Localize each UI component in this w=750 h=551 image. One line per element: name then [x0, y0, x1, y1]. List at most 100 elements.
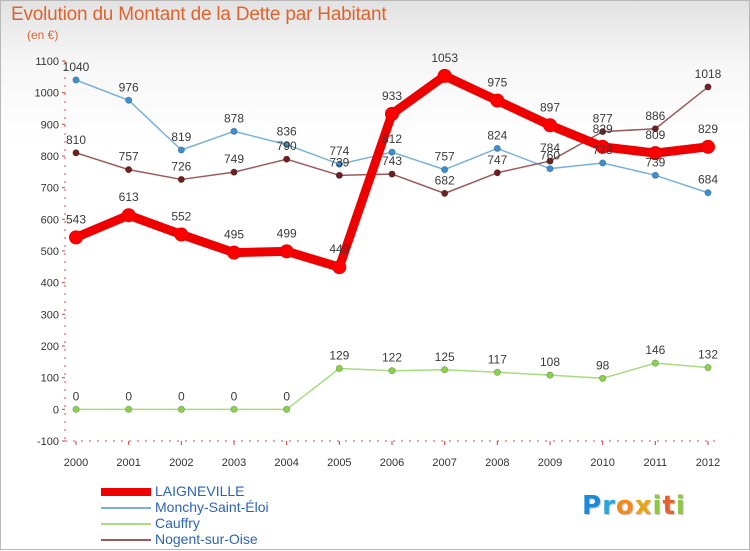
legend-label: Monchy-Saint-Éloi [155, 499, 269, 515]
legend-item-nogent-sur-oise[interactable]: Nogent-sur-Oise [101, 531, 269, 547]
data-point-nogent-sur-oise[interactable] [599, 128, 607, 136]
data-point-monchy-saint-eloi[interactable] [493, 144, 501, 152]
legend-swatch [101, 507, 151, 509]
data-point-monchy-saint-eloi[interactable] [125, 96, 133, 104]
data-label-cauffry: 146 [645, 343, 665, 357]
data-point-laigneville[interactable] [174, 227, 189, 242]
data-point-cauffry[interactable] [125, 405, 133, 413]
data-point-laigneville[interactable] [69, 230, 83, 245]
legend-item-monchy-saint-eloi[interactable]: Monchy-Saint-Éloi [101, 499, 269, 515]
data-label-nogent-sur-oise: 877 [593, 112, 613, 126]
data-label-cauffry: 122 [382, 351, 402, 365]
data-point-monchy-saint-eloi[interactable] [335, 160, 343, 168]
data-point-cauffry[interactable] [230, 405, 238, 413]
x-tick-label: 2001 [116, 457, 140, 469]
data-point-monchy-saint-eloi[interactable] [230, 127, 238, 135]
logo-letter: i [652, 491, 663, 521]
data-point-cauffry[interactable] [388, 367, 396, 375]
data-label-nogent-sur-oise: 747 [487, 153, 507, 167]
data-point-cauffry[interactable] [335, 364, 343, 373]
data-label-monchy-saint-eloi: 836 [277, 125, 297, 139]
y-tick-label: 200 [41, 341, 59, 353]
data-point-nogent-sur-oise[interactable] [441, 189, 449, 197]
y-tick-label: 1100 [35, 56, 59, 68]
data-label-nogent-sur-oise: 790 [277, 139, 297, 153]
data-point-monchy-saint-eloi[interactable] [441, 166, 449, 174]
y-tick-label: 1000 [35, 88, 59, 100]
data-point-laigneville[interactable] [227, 245, 241, 260]
data-point-nogent-sur-oise[interactable] [230, 168, 238, 176]
x-tick-label: 2009 [538, 457, 562, 469]
data-point-cauffry[interactable] [546, 371, 554, 379]
y-tick-label: 800 [41, 151, 59, 163]
data-label-monchy-saint-eloi: 812 [382, 132, 402, 146]
data-label-nogent-sur-oise: 682 [435, 173, 455, 187]
data-point-monchy-saint-eloi[interactable] [72, 76, 80, 84]
data-point-laigneville[interactable] [385, 106, 399, 121]
data-point-nogent-sur-oise[interactable] [283, 155, 291, 163]
data-label-nogent-sur-oise: 886 [645, 109, 665, 123]
data-point-nogent-sur-oise[interactable] [388, 170, 396, 178]
data-point-laigneville[interactable] [121, 208, 136, 223]
y-tick-label: 0 [53, 404, 59, 416]
data-label-nogent-sur-oise: 749 [224, 152, 244, 166]
data-point-nogent-sur-oise[interactable] [335, 171, 343, 179]
data-point-cauffry[interactable] [283, 405, 291, 413]
chart-title: Evolution du Montant de la Dette par Hab… [11, 4, 387, 25]
data-point-monchy-saint-eloi[interactable] [388, 148, 396, 156]
data-label-laigneville: 495 [224, 228, 244, 242]
data-point-nogent-sur-oise[interactable] [493, 169, 501, 177]
data-point-monchy-saint-eloi[interactable] [546, 165, 554, 173]
x-tick-label: 2008 [485, 457, 509, 469]
data-point-cauffry[interactable] [177, 405, 185, 413]
data-point-nogent-sur-oise[interactable] [125, 166, 133, 174]
data-point-monchy-saint-eloi[interactable] [651, 171, 659, 179]
data-label-nogent-sur-oise: 743 [382, 154, 402, 168]
data-point-monchy-saint-eloi[interactable] [599, 159, 607, 167]
data-point-nogent-sur-oise[interactable] [72, 149, 80, 157]
data-point-monchy-saint-eloi[interactable] [283, 141, 291, 149]
legend-swatch [101, 488, 151, 496]
data-point-laigneville[interactable] [648, 146, 663, 161]
data-label-laigneville: 933 [382, 89, 402, 103]
data-point-cauffry[interactable] [72, 405, 80, 413]
data-point-cauffry[interactable] [441, 366, 449, 374]
data-label-cauffry: 98 [596, 358, 610, 372]
data-point-cauffry[interactable] [493, 368, 501, 376]
data-point-laigneville[interactable] [279, 244, 294, 259]
data-point-monchy-saint-eloi[interactable] [177, 146, 185, 154]
y-tick-label: 500 [41, 246, 59, 258]
y-tick-label: -100 [37, 436, 59, 448]
data-label-laigneville: 613 [119, 190, 139, 204]
data-point-laigneville[interactable] [595, 139, 610, 154]
data-point-laigneville[interactable] [543, 118, 557, 133]
data-point-nogent-sur-oise[interactable] [177, 175, 185, 184]
data-label-monchy-saint-eloi: 824 [487, 128, 507, 142]
legend-swatch [101, 523, 151, 525]
x-tick-label: 2000 [64, 457, 88, 469]
data-point-cauffry[interactable] [599, 374, 607, 382]
y-tick-label: 700 [41, 183, 59, 195]
data-point-laigneville[interactable] [701, 139, 715, 154]
data-point-cauffry[interactable] [651, 359, 659, 367]
data-label-cauffry: 125 [435, 350, 455, 364]
data-point-monchy-saint-eloi[interactable] [704, 189, 712, 197]
data-label-monchy-saint-eloi: 684 [698, 173, 718, 187]
legend-item-cauffry[interactable]: Cauffry [101, 515, 269, 531]
data-point-cauffry[interactable] [704, 363, 712, 372]
data-label-monchy-saint-eloi: 1040 [63, 60, 90, 74]
x-tick-label: 2005 [327, 457, 351, 469]
legend-item-laigneville[interactable]: LAIGNEVILLE [101, 483, 269, 499]
y-tick-label: 100 [41, 373, 59, 385]
data-point-laigneville[interactable] [332, 260, 347, 275]
data-label-cauffry: 0 [283, 389, 290, 403]
data-point-laigneville[interactable] [437, 68, 452, 83]
data-point-laigneville[interactable] [490, 93, 505, 108]
data-label-monchy-saint-eloi: 819 [171, 130, 191, 144]
data-point-nogent-sur-oise[interactable] [651, 125, 659, 133]
data-point-nogent-sur-oise[interactable] [704, 83, 712, 91]
data-point-nogent-sur-oise[interactable] [546, 157, 554, 165]
x-tick-label: 2011 [644, 457, 668, 469]
data-label-monchy-saint-eloi: 739 [645, 155, 665, 169]
y-tick-label: 300 [41, 309, 59, 321]
